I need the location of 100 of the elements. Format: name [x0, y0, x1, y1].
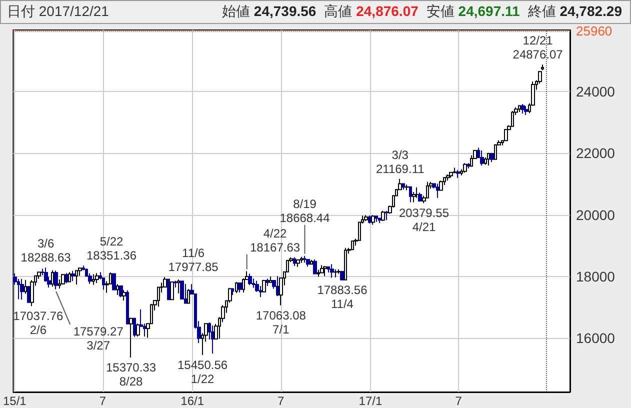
candlestick [415, 186, 419, 198]
candlestick [364, 214, 368, 222]
candlestick [446, 174, 450, 182]
candlestick [313, 259, 317, 275]
y-tick-label: 22000 [576, 145, 616, 162]
text: 始値 24,739.56 [222, 3, 316, 19]
annotation: 8/19 18668.44 [280, 196, 330, 225]
annotation: 17063.08 7/1 [256, 308, 306, 336]
candlestick [385, 210, 388, 221]
annotation: 11/6 17977.85 [168, 246, 219, 274]
candlestick [248, 273, 252, 286]
candlestick [20, 278, 24, 300]
candlestick [375, 215, 378, 222]
candlestick [337, 268, 341, 274]
candlestick [344, 247, 347, 280]
annotation: 15370.33 8/28 [106, 360, 156, 388]
candlestick [521, 103, 525, 114]
candlestick [412, 192, 416, 203]
candlestick [24, 279, 27, 294]
candlestick [95, 272, 99, 284]
annotation: 3/3 21169.11 [376, 148, 425, 176]
y-tick-label: 18000 [576, 268, 616, 284]
x-tick-label: 15/1 [3, 394, 27, 408]
x-tick-label: 7 [455, 394, 462, 408]
text: 高値 24,876.07 [324, 3, 418, 19]
y-tick-label: 16000 [576, 330, 616, 346]
candlestick [65, 272, 68, 284]
candlestick [133, 317, 136, 338]
annotation: 20379.55 4/21 [398, 206, 450, 234]
annotation: 17883.56 11/4 [317, 283, 368, 312]
candlestick [418, 192, 422, 202]
candlestick [334, 268, 337, 278]
candlestick [381, 210, 385, 222]
candlestick [306, 258, 310, 268]
candlestick [92, 274, 95, 286]
candlestick [402, 182, 405, 190]
candlestick [231, 288, 234, 296]
candlestick [436, 183, 439, 198]
candlestick [511, 110, 514, 127]
candlestick [116, 284, 119, 296]
candlestick [167, 278, 170, 300]
candlestick [68, 272, 71, 283]
candlestick [122, 290, 126, 301]
candlestick [184, 283, 187, 304]
candlestick [504, 128, 508, 142]
ref-line-label: 25960 [576, 24, 612, 39]
y-tick-label: 20000 [576, 206, 616, 223]
text: 安値 24,697.11 [426, 3, 520, 19]
candlestick [75, 270, 78, 285]
candlestick [61, 274, 65, 285]
candlestick [371, 214, 375, 226]
candlestick [480, 150, 484, 166]
candlestick [378, 217, 381, 224]
candlestick [180, 280, 184, 300]
candlestick [296, 258, 300, 268]
candlestick [136, 323, 140, 338]
candlestick [88, 272, 92, 284]
candlestick [524, 106, 528, 116]
candlestick [71, 270, 75, 282]
candlestick [269, 276, 272, 284]
candlestick [170, 281, 174, 300]
candlestick [320, 264, 324, 274]
candlestick [54, 270, 58, 290]
candlestick [238, 282, 242, 293]
candlestick [323, 265, 327, 277]
candlestick [119, 284, 123, 298]
candlestick [340, 270, 344, 281]
text: 終値 24,782.29 [528, 3, 622, 19]
x-tick-label: 17/1 [358, 394, 382, 408]
candlestick [266, 278, 269, 287]
annotation: 17037.76 2/6 [13, 309, 64, 338]
candlestick [300, 256, 303, 264]
candlestick [174, 280, 177, 288]
candlestick [303, 255, 306, 264]
candlestick [129, 317, 133, 358]
annotation: 17579.27 3/27 [73, 324, 124, 352]
x-tick-label: 7 [99, 394, 106, 408]
annotation: 4/22 18167.63 [250, 226, 300, 254]
candlestick [487, 152, 490, 166]
candlestick [310, 259, 313, 265]
annotation: 12/21 24876.07 [512, 34, 564, 62]
candlestick [276, 276, 279, 297]
candlestick [330, 264, 334, 278]
candlestick [235, 282, 238, 294]
x-tick-label: 16/1 [180, 394, 204, 408]
candlestick [262, 279, 266, 292]
annotation: 5/22 18351.36 [86, 234, 137, 263]
candlestick [351, 240, 354, 250]
candlestick [317, 269, 320, 278]
candlestick [453, 167, 456, 174]
candlestick [51, 270, 54, 288]
candlestick [467, 162, 470, 169]
candlestick [463, 162, 467, 174]
y-tick-label: 24000 [576, 84, 616, 100]
candlestick [293, 256, 296, 266]
candlestick [409, 186, 412, 203]
candlestick [157, 286, 160, 308]
candlestick [456, 170, 460, 178]
candlestick [177, 279, 180, 294]
candlestick [449, 172, 453, 178]
